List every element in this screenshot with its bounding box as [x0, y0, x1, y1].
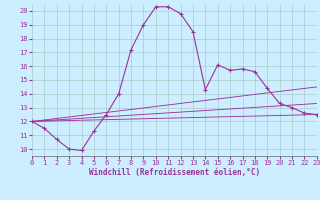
X-axis label: Windchill (Refroidissement éolien,°C): Windchill (Refroidissement éolien,°C) [89, 168, 260, 177]
